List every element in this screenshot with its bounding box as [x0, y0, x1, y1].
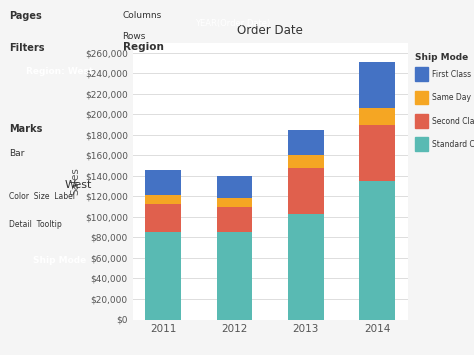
- Bar: [415, 67, 428, 81]
- Text: Rows: Rows: [122, 32, 146, 41]
- Bar: [145, 204, 181, 232]
- Bar: [288, 155, 324, 168]
- Text: Region: Region: [123, 42, 164, 52]
- Bar: [145, 170, 181, 195]
- Bar: [415, 91, 428, 104]
- Title: Order Date: Order Date: [237, 24, 303, 37]
- Bar: [145, 195, 181, 204]
- Text: West: West: [65, 180, 92, 190]
- Text: Detail  Tooltip: Detail Tooltip: [9, 220, 62, 229]
- Bar: [415, 114, 428, 128]
- Y-axis label: Sales: Sales: [71, 167, 81, 195]
- Text: SUM(Sales): SUM(Sales): [268, 44, 315, 53]
- Bar: [288, 214, 324, 320]
- Text: Ship Mode: Ship Mode: [415, 53, 469, 62]
- Text: Same Day: Same Day: [432, 93, 471, 103]
- Text: Standard Class: Standard Class: [432, 140, 474, 149]
- Text: Columns: Columns: [122, 11, 161, 20]
- Text: Region: West: Region: West: [26, 67, 93, 76]
- Text: Marks: Marks: [9, 124, 43, 134]
- Bar: [145, 232, 181, 320]
- Text: Bar: Bar: [9, 149, 25, 158]
- Text: Color  Size  Label: Color Size Label: [9, 192, 75, 201]
- Text: YEAR(Order Date): YEAR(Order Date): [195, 20, 270, 28]
- Text: Ship Mode: Ship Mode: [33, 256, 86, 264]
- Bar: [217, 207, 252, 232]
- Bar: [217, 232, 252, 320]
- Text: Pages: Pages: [9, 11, 42, 21]
- Bar: [217, 198, 252, 207]
- Text: Filters: Filters: [9, 43, 45, 53]
- Bar: [359, 62, 395, 108]
- Bar: [288, 130, 324, 155]
- Bar: [415, 137, 428, 151]
- Text: Region: Region: [201, 44, 230, 53]
- Bar: [288, 168, 324, 214]
- Bar: [359, 125, 395, 181]
- Bar: [359, 108, 395, 125]
- Text: Second Class: Second Class: [432, 117, 474, 126]
- Bar: [359, 181, 395, 320]
- Bar: [217, 176, 252, 198]
- Text: First Class: First Class: [432, 70, 471, 79]
